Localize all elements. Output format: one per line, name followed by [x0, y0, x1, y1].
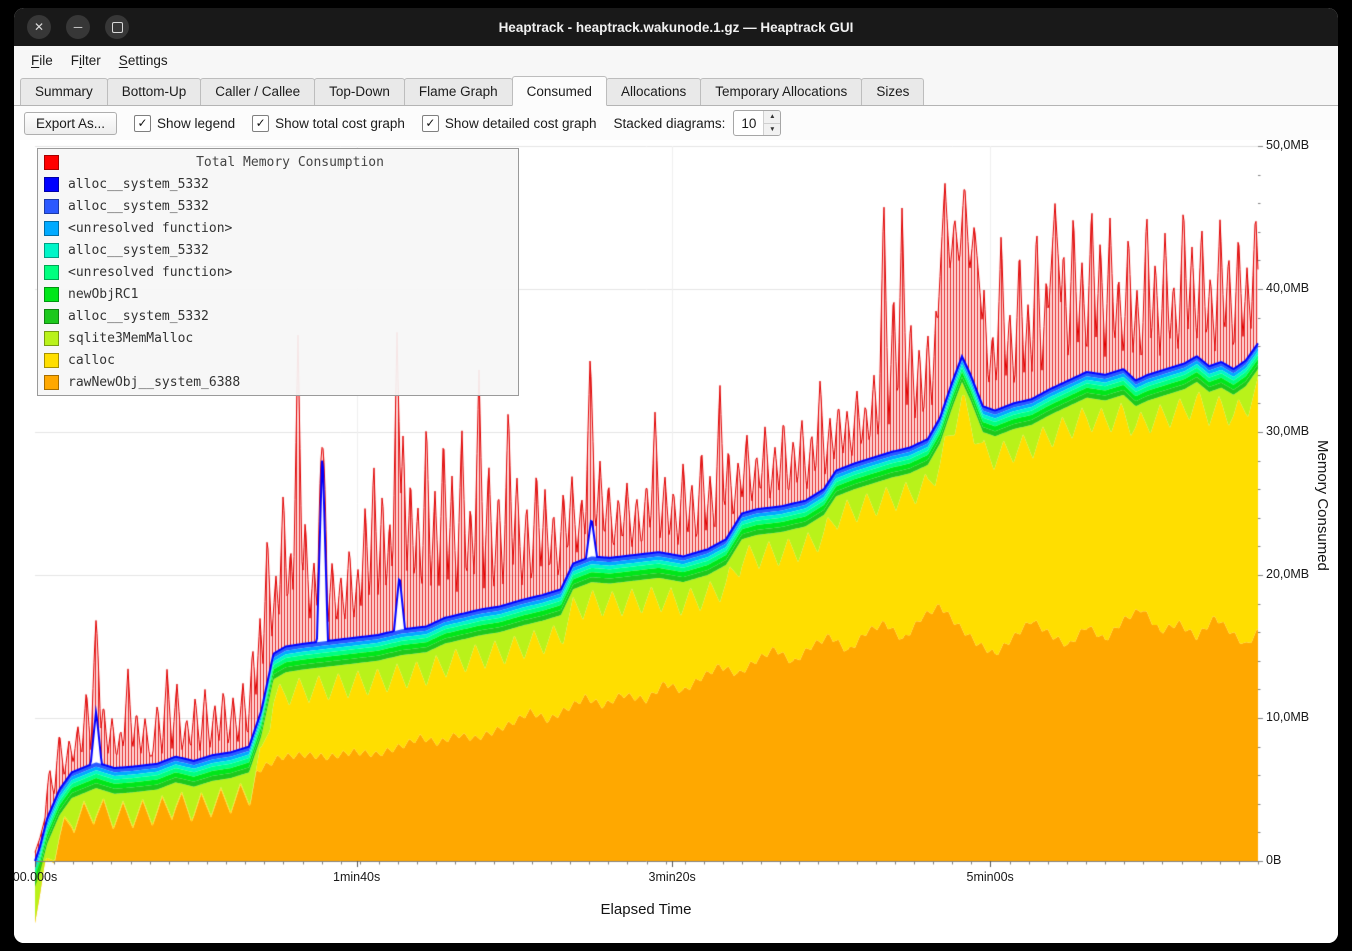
tab-bottom-up[interactable]: Bottom-Up: [107, 78, 202, 105]
chevron-up-icon: ▲: [769, 113, 775, 120]
legend-swatch-icon: [44, 331, 59, 346]
window-title: Heaptrack - heaptrack.wakunode.1.gz — He…: [14, 20, 1338, 35]
minimize-icon: ─: [74, 21, 83, 33]
chart-region: Total Memory Consumption alloc__system_53…: [14, 140, 1338, 943]
legend-swatch-icon: [44, 177, 59, 192]
y-tick-label: 20,0MB: [1266, 567, 1309, 581]
maximize-button[interactable]: [105, 15, 129, 39]
checkbox-label: Show detailed cost graph: [445, 116, 597, 131]
legend-entry: newObjRC1: [44, 283, 512, 305]
checkbox-group: ✓ Show legend ✓ Show total cost graph ✓ Show …: [134, 115, 597, 132]
legend-swatch-icon: [44, 243, 59, 258]
close-button[interactable]: ✕: [27, 15, 51, 39]
tab-allocations[interactable]: Allocations: [606, 78, 701, 105]
checkmark-icon: ✓: [252, 115, 269, 132]
tab-sizes[interactable]: Sizes: [861, 78, 924, 105]
checkbox-show-detailed-cost-graph[interactable]: ✓ Show detailed cost graph: [422, 115, 597, 132]
y-tick-label: 30,0MB: [1266, 424, 1309, 438]
tab-top-down[interactable]: Top-Down: [314, 78, 405, 105]
stacked-diagrams-label: Stacked diagrams:: [614, 116, 726, 131]
tab-bar: SummaryBottom-UpCaller / CalleeTop-DownF…: [14, 74, 1338, 106]
menu-bar: FileFilterSettings: [14, 46, 1338, 74]
tab-flame-graph[interactable]: Flame Graph: [404, 78, 513, 105]
legend-entry-label: alloc__system_5332: [68, 243, 209, 258]
spin-down-button[interactable]: ▼: [764, 124, 780, 136]
legend-entry: sqlite3MemMalloc: [44, 327, 512, 349]
stacked-diagrams-control: Stacked diagrams: 10 ▲ ▼: [614, 110, 782, 136]
y-tick-label: 40,0MB: [1266, 281, 1309, 295]
legend-title: Total Memory Consumption: [68, 155, 512, 170]
legend-swatch-icon: [44, 265, 59, 280]
legend-entry-label: rawNewObj__system_6388: [68, 375, 240, 390]
legend-entry-label: <unresolved function>: [68, 265, 232, 280]
legend-swatch-icon: [44, 309, 59, 324]
checkmark-icon: ✓: [134, 115, 151, 132]
legend-swatch-icon: [44, 221, 59, 236]
x-tick-label: 3min20s: [649, 870, 696, 884]
heaptrack-window: ✕ ─ Heaptrack - heaptrack.wakunode.1.gz …: [14, 8, 1338, 943]
legend-swatch-icon: [44, 353, 59, 368]
x-axis-title: Elapsed Time: [601, 901, 692, 918]
checkbox-show-legend[interactable]: ✓ Show legend: [134, 115, 235, 132]
legend-entry: <unresolved function>: [44, 217, 512, 239]
stacked-diagrams-spinbox[interactable]: 10 ▲ ▼: [733, 110, 781, 136]
legend-entry-label: calloc: [68, 353, 115, 368]
legend-entry-label: newObjRC1: [68, 287, 138, 302]
legend-entry-label: alloc__system_5332: [68, 199, 209, 214]
checkbox-label: Show total cost graph: [275, 116, 405, 131]
tab-summary[interactable]: Summary: [20, 78, 108, 105]
legend-entry-label: sqlite3MemMalloc: [68, 331, 193, 346]
tab-caller-callee[interactable]: Caller / Callee: [200, 78, 315, 105]
y-tick-label: 50,0MB: [1266, 138, 1309, 152]
checkbox-label: Show legend: [157, 116, 235, 131]
legend-entry: calloc: [44, 349, 512, 371]
legend-entry: alloc__system_5332: [44, 239, 512, 261]
checkmark-icon: ✓: [422, 115, 439, 132]
menu-settings[interactable]: Settings: [110, 49, 177, 72]
y-axis-title: Memory Consumed: [1314, 440, 1331, 571]
close-icon: ✕: [34, 21, 44, 33]
maximize-icon: [112, 22, 123, 33]
legend-entry: alloc__system_5332: [44, 173, 512, 195]
title-bar: ✕ ─ Heaptrack - heaptrack.wakunode.1.gz …: [14, 8, 1338, 46]
y-tick-label: 0B: [1266, 853, 1281, 867]
legend-swatch-icon: [44, 287, 59, 302]
tab-consumed[interactable]: Consumed: [512, 76, 607, 106]
legend-swatch-icon: [44, 199, 59, 214]
chart-legend: Total Memory Consumption alloc__system_53…: [37, 148, 519, 396]
chevron-down-icon: ▼: [769, 126, 775, 133]
x-tick-label: 1min40s: [333, 870, 380, 884]
checkbox-show-total-cost-graph[interactable]: ✓ Show total cost graph: [252, 115, 405, 132]
spinbox-steppers: ▲ ▼: [763, 111, 780, 135]
x-tick-label: 5min00s: [967, 870, 1014, 884]
legend-entry-label: alloc__system_5332: [68, 177, 209, 192]
window-controls: ✕ ─: [14, 15, 129, 39]
legend-entry-label: alloc__system_5332: [68, 309, 209, 324]
tab-temporary-allocations[interactable]: Temporary Allocations: [700, 78, 862, 105]
legend-swatch-icon: [44, 155, 59, 170]
legend-entry: alloc__system_5332: [44, 305, 512, 327]
y-tick-label: 10,0MB: [1266, 710, 1309, 724]
legend-entry: <unresolved function>: [44, 261, 512, 283]
legend-swatch-icon: [44, 375, 59, 390]
legend-title-row: Total Memory Consumption: [44, 151, 512, 173]
minimize-button[interactable]: ─: [66, 15, 90, 39]
spin-up-button[interactable]: ▲: [764, 111, 780, 124]
export-as-button[interactable]: Export As...: [24, 112, 117, 135]
stacked-diagrams-value[interactable]: 10: [734, 111, 763, 135]
toolbar: Export As... ✓ Show legend ✓ Show total cos…: [14, 106, 1338, 140]
menu-filter[interactable]: Filter: [62, 49, 110, 72]
x-tick-label: 00.000s: [14, 870, 57, 884]
legend-entry-label: <unresolved function>: [68, 221, 232, 236]
menu-file[interactable]: File: [22, 49, 62, 72]
legend-entry: alloc__system_5332: [44, 195, 512, 217]
legend-entry: rawNewObj__system_6388: [44, 371, 512, 393]
